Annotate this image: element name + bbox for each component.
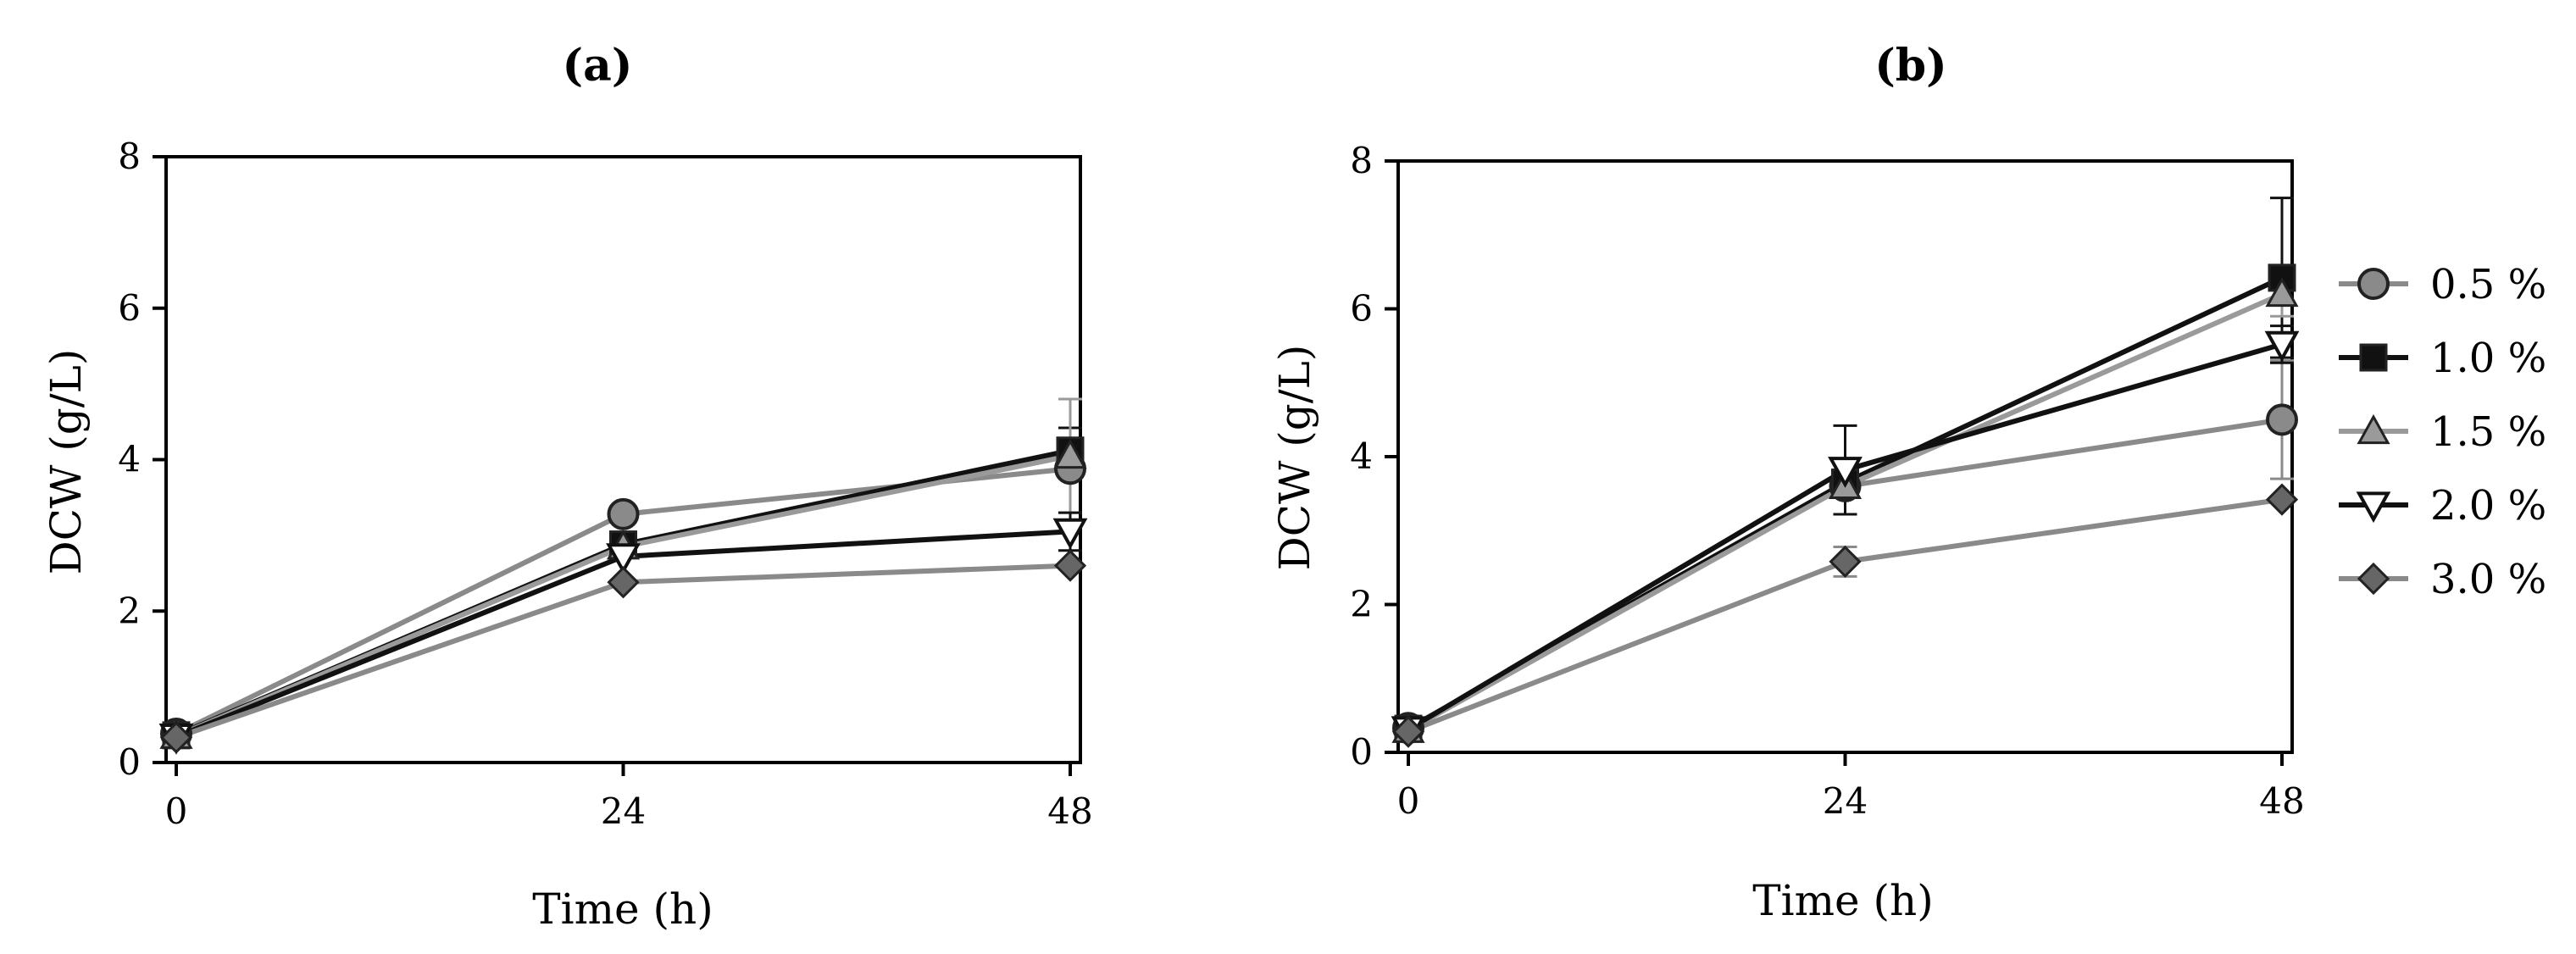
- data-point: [1053, 438, 1087, 469]
- y-tick-label: 2: [1350, 584, 1373, 625]
- legend-item: 0.5 %: [2339, 261, 2546, 308]
- legend-label: 1.0 %: [2430, 335, 2546, 382]
- data-point: [1391, 715, 1425, 748]
- legend-item: 3.0 %: [2339, 556, 2546, 603]
- legend-marker: [2356, 491, 2391, 524]
- legend-item: 1.5 %: [2339, 408, 2546, 456]
- series-line: [1407, 341, 2283, 732]
- y-tick-label: 0: [118, 741, 141, 783]
- data-point: [2264, 330, 2300, 363]
- y-tick-label: 8: [1350, 140, 1373, 181]
- y-tick-label: 8: [118, 136, 141, 177]
- data-point: [2265, 276, 2299, 308]
- data-point: [2266, 403, 2298, 436]
- x-tick-label: 48: [2259, 780, 2304, 822]
- y-tick-label: 4: [1350, 435, 1373, 477]
- data-point: [1828, 457, 1863, 488]
- panel-b-x-axis-title: Time (h): [1752, 876, 1933, 925]
- legend-marker: [2357, 413, 2390, 445]
- panel-a-x-axis-title: Time (h): [532, 885, 713, 934]
- legend-marker: [2357, 268, 2390, 300]
- legend-label: 1.5 %: [2430, 408, 2546, 456]
- x-tick-label: 48: [1047, 790, 1092, 832]
- data-point: [1052, 518, 1088, 550]
- y-tick-label: 6: [118, 287, 141, 329]
- data-point: [606, 543, 641, 575]
- legend-item: 1.0 %: [2339, 335, 2546, 382]
- series-line: [1407, 496, 2283, 735]
- x-tick-label: 24: [1823, 780, 1868, 822]
- legend-item: 2.0 %: [2339, 482, 2546, 530]
- y-tick-label: 2: [118, 590, 141, 631]
- x-tick-label: 0: [165, 790, 188, 832]
- y-tick-label: 0: [1350, 731, 1373, 773]
- data-point: [607, 497, 640, 530]
- data-point: [2265, 483, 2299, 516]
- legend-label: 0.5 %: [2430, 261, 2546, 308]
- y-tick-label: 4: [118, 439, 141, 480]
- data-point: [159, 721, 193, 754]
- legend-marker: [2357, 562, 2390, 596]
- y-tick-label: 6: [1350, 288, 1373, 330]
- data-point: [1053, 549, 1087, 582]
- x-tick-label: 24: [601, 790, 646, 832]
- data-point: [1829, 545, 1862, 579]
- legend-label: 2.0 %: [2430, 482, 2546, 530]
- legend: 0.5 % 1.0 % 1.5 % 2.0 % 3.0 %: [2339, 261, 2546, 603]
- legend-marker: [2359, 343, 2388, 372]
- data-point: [607, 566, 640, 599]
- panel-b-label: (b): [1874, 40, 1947, 92]
- legend-label: 3.0 %: [2430, 556, 2546, 603]
- panel-b-y-axis-title: DCW (g/L): [1270, 345, 1319, 571]
- panel-a-label: (a): [563, 40, 633, 92]
- panel-a-y-axis-title: DCW (g/L): [42, 349, 91, 575]
- x-tick-label: 0: [1397, 780, 1420, 822]
